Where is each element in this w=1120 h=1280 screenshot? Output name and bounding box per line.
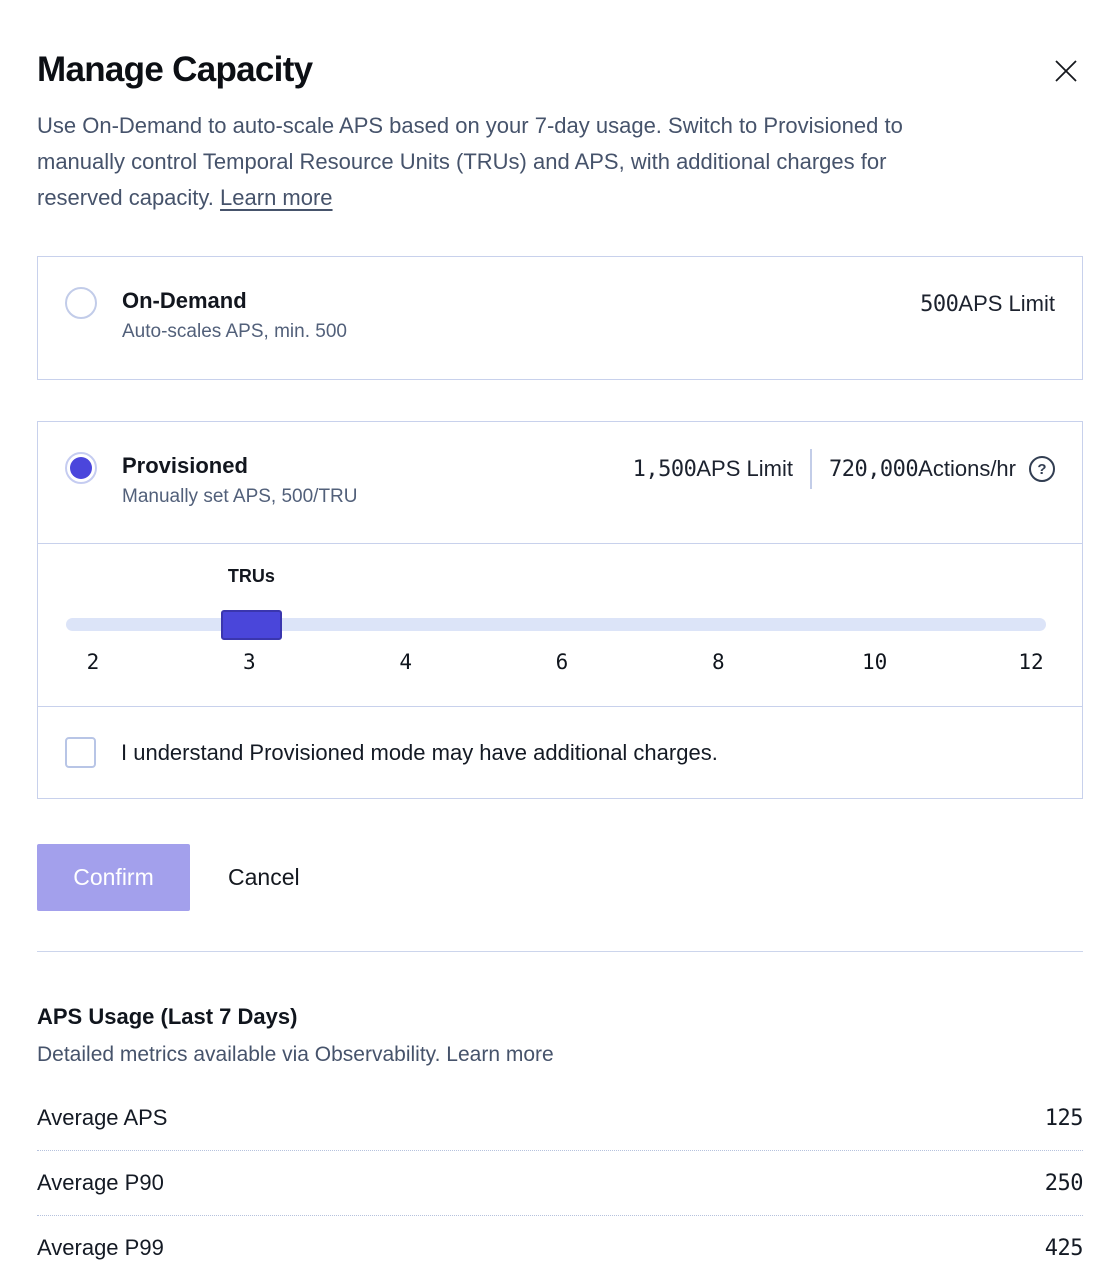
usage-row: Average APS 125 [37,1086,1084,1151]
usage-row-value: 125 [1044,1105,1084,1131]
tru-slider-handle[interactable] [220,610,282,640]
on-demand-title: On-Demand [122,288,247,313]
tick-label-2: 2 [86,650,100,674]
tick-label-3: 3 [243,650,256,674]
provisioned-limits: 1,500 APS Limit 720,000 Actions/hr ? [633,449,1055,489]
provisioned-group: Provisioned Manually set APS, 500/TRU 1,… [37,421,1083,799]
usage-row-label: Average P99 [37,1235,164,1260]
dialog-header: Manage Capacity [37,50,1083,90]
page-title: Manage Capacity [37,50,313,89]
on-demand-aps-label: APS Limit [958,291,1055,316]
provisioned-text: Provisioned Manually set APS, 500/TRU [122,452,358,508]
provisioned-aps-label: APS Limit [696,456,793,481]
dialog-actions: Confirm Cancel [37,844,1083,911]
on-demand-aps-value: 500 [920,291,959,317]
provisioned-radio[interactable] [65,452,97,484]
limits-divider [809,449,812,489]
usage-row-value: 425 [1044,1235,1084,1261]
confirm-button[interactable]: Confirm [37,844,190,911]
tick-label-10: 10 [861,650,888,674]
section-divider [37,951,1083,952]
on-demand-aps-limit: 500 APS Limit [920,284,1055,324]
acknowledge-label: I understand Provisioned mode may have a… [121,739,718,765]
provisioned-title: Provisioned [122,453,248,478]
help-glyph: ? [1037,460,1047,478]
tick-label-8: 8 [711,650,725,674]
tru-slider-section: TRUs 2 3 4 6 8 10 12 [38,543,1082,706]
usage-row-label: Average APS [37,1105,168,1130]
tru-slider-label: TRUs [227,566,275,586]
provisioned-actions-label: Actions/hr [918,456,1016,481]
cancel-button[interactable]: Cancel [228,864,300,890]
usage-row-value: 250 [1044,1170,1084,1196]
usage-title: APS Usage (Last 7 Days) [37,1004,298,1029]
provisioned-subtitle: Manually set APS, 500/TRU [122,486,358,507]
provisioned-aps-value: 1,500 [632,456,697,482]
description-text: Use On-Demand to auto-scale APS based on… [37,113,903,210]
usage-row: Average P90 250 [37,1151,1084,1216]
dialog-description: Use On-Demand to auto-scale APS based on… [37,108,1083,216]
acknowledge-checkbox[interactable] [65,737,96,768]
close-button[interactable] [1049,54,1083,88]
close-icon [1055,60,1077,82]
on-demand-card[interactable]: On-Demand Auto-scales APS, min. 500 500 … [37,256,1083,380]
on-demand-radio[interactable] [65,287,97,319]
usage-table: Average APS 125 Average P90 250 Average P99 4… [37,1086,1084,1280]
usage-subtitle: Detailed metrics available via Observabi… [37,1043,1083,1067]
usage-row: Average P99 425 [37,1216,1084,1280]
learn-more-link[interactable]: Learn more [220,185,333,210]
on-demand-text: On-Demand Auto-scales APS, min. 500 [122,287,347,343]
usage-row-label: Average P90 [37,1170,164,1195]
tick-label-12: 12 [1018,650,1044,674]
acknowledge-section: I understand Provisioned mode may have a… [38,706,1082,798]
provisioned-actions-value: 720,000 [828,456,919,482]
usage-subtitle-text: Detailed metrics available via Observabi… [37,1043,441,1066]
on-demand-subtitle: Auto-scales APS, min. 500 [122,321,347,342]
provisioned-card[interactable]: Provisioned Manually set APS, 500/TRU 1,… [38,422,1082,543]
tru-slider-track[interactable] [66,618,1046,631]
tick-label-4: 4 [399,650,412,674]
usage-learn-more-link[interactable]: Learn more [446,1043,554,1066]
help-icon[interactable]: ? [1029,456,1055,482]
tick-label-6: 6 [555,650,569,674]
